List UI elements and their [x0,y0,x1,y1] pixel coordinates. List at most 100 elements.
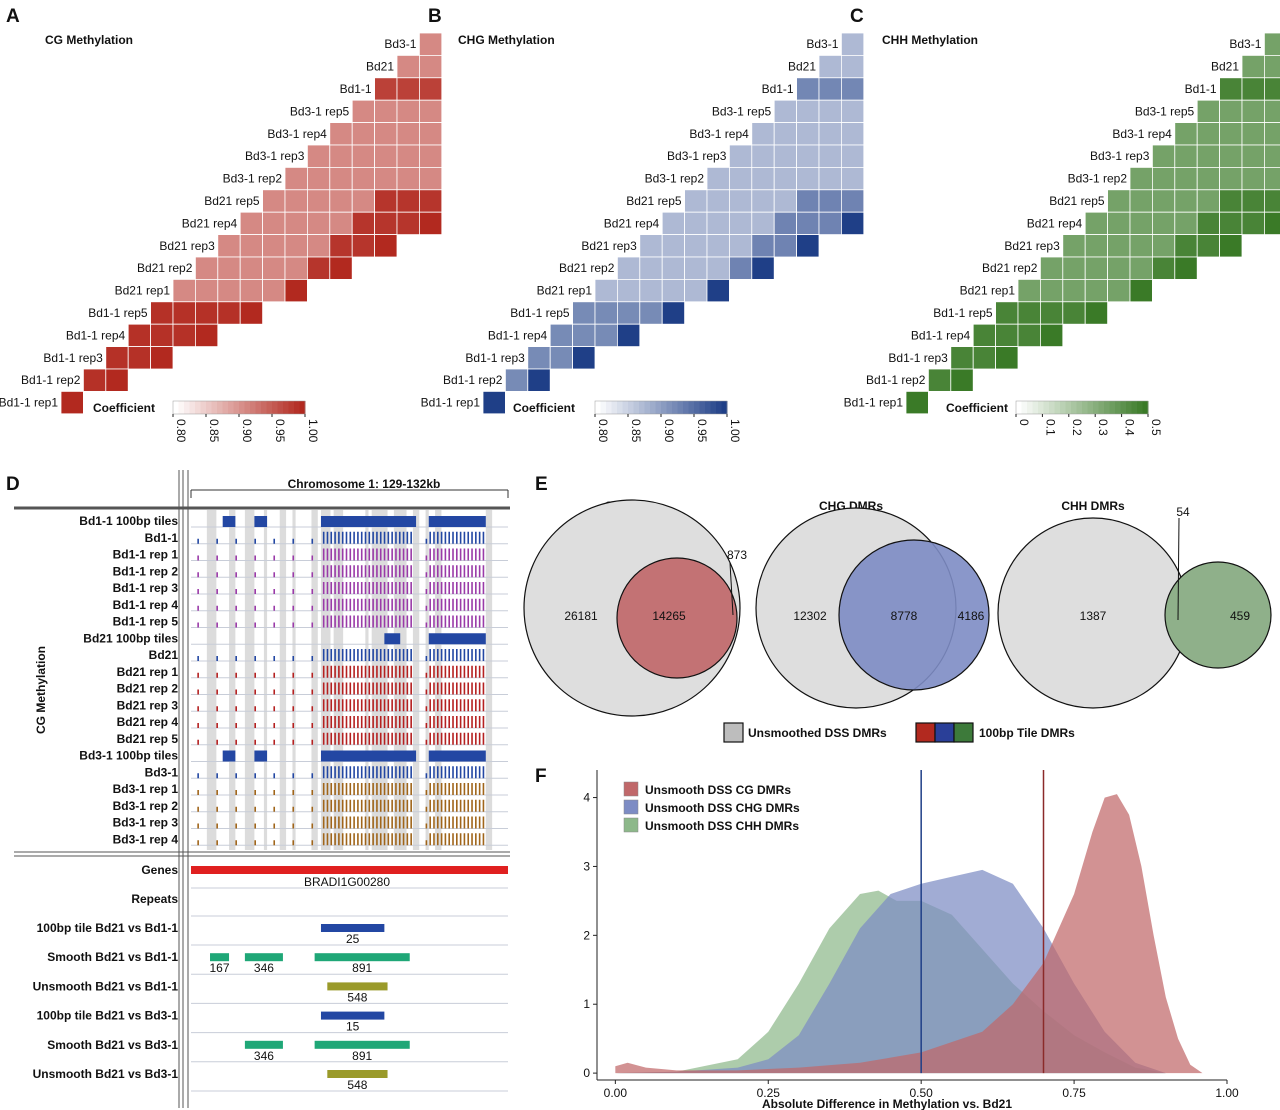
methylation-bar [330,665,333,678]
heatmap-cell [684,211,708,235]
x-tick-label: 0.25 [757,1086,781,1100]
heatmap-cell [1174,256,1198,280]
heatmap-cell [329,234,353,258]
grey-region [279,510,287,850]
grey-region [412,510,420,850]
methylation-bar [398,565,401,578]
dmr-bar-value: 167 [210,961,230,975]
heatmap-cell [284,166,308,191]
methylation-bar [444,816,447,829]
heatmap-cell [418,122,443,146]
methylation-bar [364,783,367,795]
tile-block [428,516,486,527]
heatmap-row-label: Bd1-1 rep2 [866,373,926,387]
heatmap-row-label: Bd21 rep2 [982,261,1038,275]
methylation-bar [463,716,466,728]
methylation-bar [444,531,447,544]
heatmap-cell [1264,99,1280,123]
methylation-bar [345,548,348,561]
methylation-bar [459,816,462,829]
scale-step [1076,401,1083,414]
methylation-bar [395,699,397,712]
methylation-bar [471,582,473,594]
scale-step [644,401,651,414]
methylation-bar [433,582,435,594]
methylation-bar [330,682,333,695]
heatmap-cell [1107,234,1131,258]
track-label: Bd21 rep 1 [117,665,179,679]
methylation-bar [357,783,359,795]
methylation-bar [273,840,276,846]
methylation-bar [456,716,458,728]
scale-tick-label: 0.80 [174,419,188,443]
methylation-bar [452,783,454,795]
heatmap-cell [706,234,730,258]
heatmap-cell [351,234,376,258]
legend-unsmoothed-label: Unsmoothed DSS DMRs [748,726,887,740]
methylation-bar [341,716,344,728]
heatmap-cell [284,278,308,303]
methylation-bar [482,582,485,594]
heatmap-cell [262,189,286,213]
methylation-bar [444,615,447,628]
scale-step [1115,401,1121,414]
heatmap-cell [729,234,753,258]
methylation-bar [338,699,340,712]
methylation-bar [475,615,477,628]
heatmap-cell [1084,234,1108,258]
heatmap-row-label: Bd21 [1211,60,1239,74]
methylation-bar [452,665,454,678]
methylation-bar [395,799,397,812]
venn-chh-left-count: 1387 [1080,609,1107,623]
dmr-row-label: Smooth Bd21 vs Bd1-1 [47,950,178,964]
heatmap-cell [329,189,353,213]
methylation-bar [254,538,256,544]
scale-step [1049,401,1055,414]
scale-tick-label: 0.95 [273,419,287,443]
methylation-bar [364,665,367,678]
methylation-bar [235,739,237,745]
heatmap-cell [1017,278,1041,303]
methylation-bar [338,548,340,561]
methylation-bar [478,565,481,578]
heatmap-cell [928,368,952,392]
methylation-bar [456,833,458,846]
heatmap-cell [594,323,618,348]
panel-label-e: E [535,474,548,495]
methylation-bar [360,548,363,561]
methylation-bar [311,723,314,728]
methylation-bar [273,790,276,795]
methylation-bar [197,605,199,611]
methylation-bar [456,615,458,628]
methylation-bar [338,531,340,544]
methylation-bar [467,665,470,678]
methylation-bar [326,766,329,779]
heatmap-cell [995,301,1019,325]
methylation-bar [440,565,443,578]
methylation-bar [456,682,458,695]
methylation-bar [429,665,431,678]
methylation-bar [353,799,355,812]
methylation-bar [391,565,393,578]
methylation-bar [322,783,325,795]
methylation-bar [326,565,329,578]
methylation-bar [364,816,367,829]
methylation-bar [379,582,382,594]
heatmap-cell [150,346,174,370]
heatmap-cell [706,211,730,235]
heatmap-cell [262,278,286,303]
methylation-bar [376,699,378,712]
methylation-bar [436,682,439,695]
methylation-bar [425,605,428,611]
methylation-bar [216,840,218,846]
methylation-bar [429,682,431,695]
heatmap-cell [729,189,753,213]
methylation-bar [463,816,466,829]
heatmap-cell [818,166,842,191]
methylation-bar [379,816,382,829]
methylation-bar [459,799,462,812]
heatmap-cell [396,55,420,79]
heatmap-cell [1241,189,1265,213]
methylation-bar [429,766,431,779]
heatmap-cell [396,77,420,101]
